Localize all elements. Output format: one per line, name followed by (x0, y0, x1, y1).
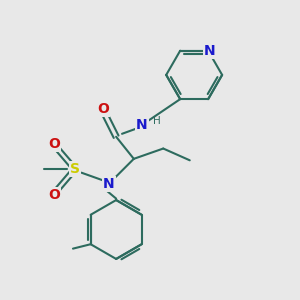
Text: O: O (97, 102, 109, 116)
Text: H: H (153, 116, 160, 126)
Text: O: O (48, 188, 60, 202)
Text: O: O (48, 137, 60, 151)
Text: S: S (70, 162, 80, 176)
Text: N: N (103, 177, 115, 191)
Text: N: N (204, 44, 215, 58)
Text: N: N (136, 118, 148, 132)
